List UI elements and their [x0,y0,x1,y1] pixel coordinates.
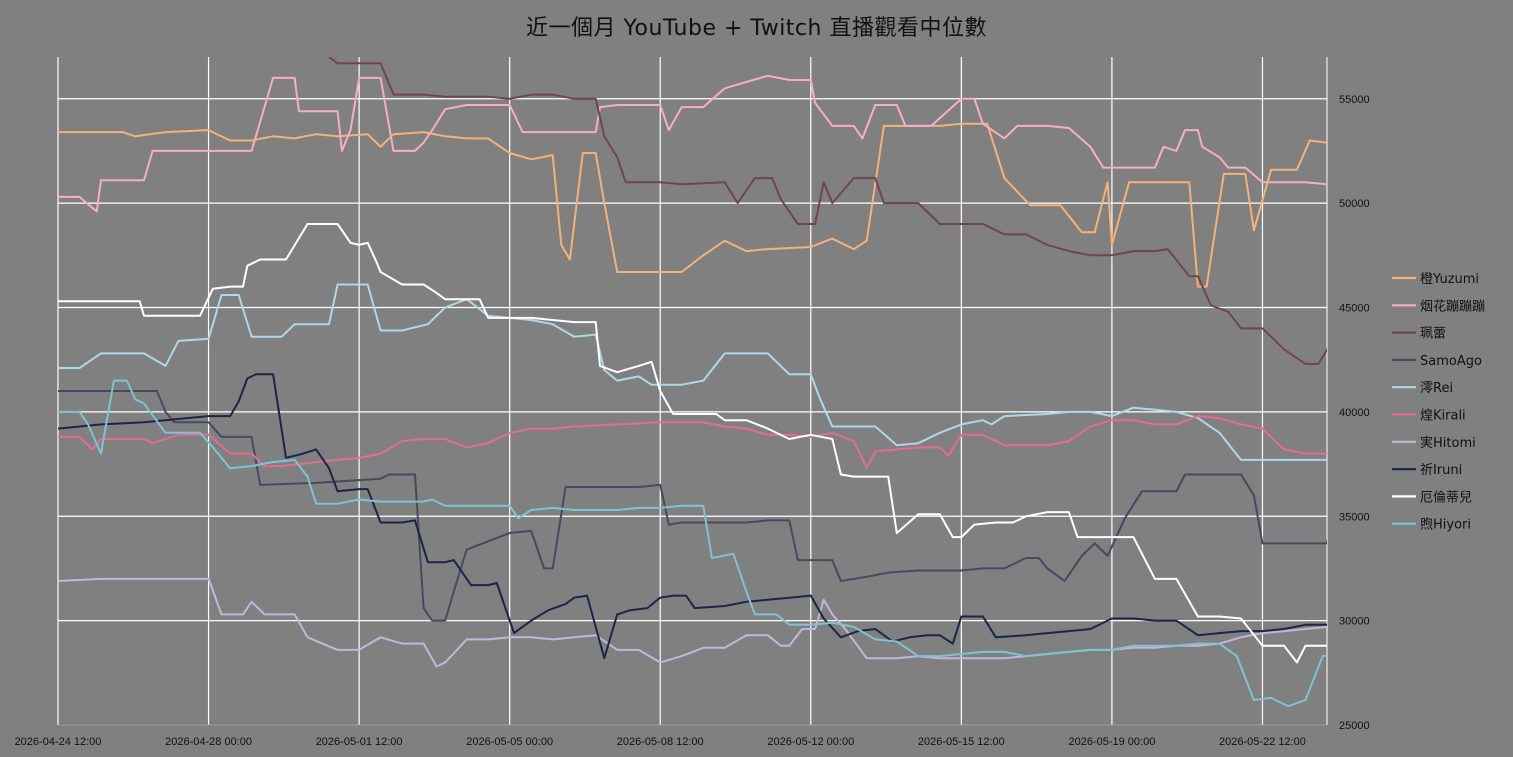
legend-label-5: 煌Kirali [1420,409,1466,424]
legend-label-7: 祈Iruni [1420,463,1462,478]
series-line-5 [58,415,1327,470]
legend-label-3: SamoAgo [1420,354,1482,369]
series-line-7 [58,373,1327,660]
series-line-8 [58,223,1327,664]
y-tick-label-0: 25000 [1339,720,1370,732]
series-line-3 [58,390,1327,622]
series-line-4 [58,283,1327,461]
legend-label-2: 珮蕾 [1420,327,1446,342]
x-tick-label-4: 2026-05-08 12:00 [617,736,704,748]
legend-label-8: 厄倫蒂兒 [1420,490,1472,505]
x-tick-label-3: 2026-05-05 00:00 [466,736,553,748]
legend-label-4: 澪Rei [1420,381,1453,396]
x-tick-label-6: 2026-05-15 12:00 [918,736,1005,748]
y-tick-label-2: 35000 [1339,511,1370,523]
y-tick-label-1: 30000 [1339,616,1370,628]
legend-label-9: 煦Hiyori [1420,518,1471,533]
y-tick-label-6: 55000 [1339,94,1370,106]
chart-title: 近一個月 YouTube + Twitch 直播觀看中位數 [526,16,987,41]
series-line-2 [328,57,1327,365]
y-tick-label-5: 50000 [1339,198,1370,210]
series-line-0 [58,122,1327,288]
series-line-6 [58,577,1327,668]
legend-label-6: 実Hitomi [1420,435,1476,451]
x-tick-label-2: 2026-05-01 12:00 [316,736,403,748]
x-tick-label-1: 2026-04-28 00:00 [165,736,252,748]
x-tick-label-7: 2026-05-19 00:00 [1068,736,1155,748]
series-line-9 [58,379,1327,708]
series-line-1 [58,74,1327,213]
x-tick-label-0: 2026-04-24 12:00 [15,736,102,748]
y-tick-label-3: 40000 [1339,407,1370,419]
y-tick-label-4: 45000 [1339,303,1370,315]
axis-labels: 25000 30000 35000 40000 45000 50000 55000 2026-… [15,94,1370,748]
x-tick-label-8: 2026-05-22 12:00 [1219,736,1306,748]
x-tick-label-5: 2026-05-12 00:00 [767,736,854,748]
grid-lines [57,57,1328,726]
series-lines [58,57,1327,708]
legend-label-0: 橙Yuzumi [1420,272,1479,287]
legend-label-1: 烟花蹦蹦蹦 [1420,298,1485,314]
